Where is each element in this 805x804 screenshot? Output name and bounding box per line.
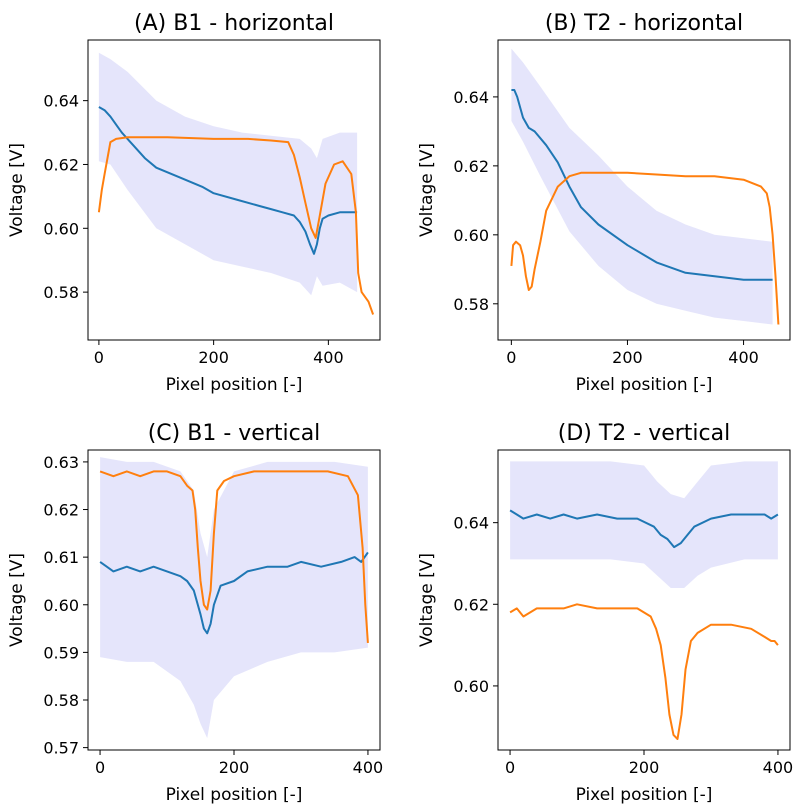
series-line-D-blue [509, 509, 779, 549]
y-axis-label-C: Voltage [V] [7, 553, 27, 647]
x-tick-label-C-0: 0 [95, 758, 105, 777]
x-axis-label-C: Pixel position [-] [166, 785, 303, 804]
x-tick-label-B-1: 200 [612, 348, 643, 367]
y-tick-label-A-2: 0.62 [43, 155, 79, 174]
x-tick-label-B-2: 400 [728, 348, 759, 367]
band-D [510, 461, 778, 588]
axes-frame-B [497, 39, 791, 341]
x-tick-label-D-2: 400 [763, 758, 794, 777]
y-tick-label-C-1: 0.58 [43, 691, 79, 710]
y-tick-label-C-5: 0.62 [43, 501, 79, 520]
y-axis-label-D: Voltage [V] [417, 553, 437, 647]
chart-B: 0 200 400 0.58 0.60 0.62 0.64 (B) T2 - horizont… [417, 11, 791, 395]
x-tick-label-A-2: 400 [313, 348, 344, 367]
chart-A: 0 200 400 0.58 0.60 0.62 0.64 (A) B1 - horizont… [7, 11, 381, 395]
series-line-C-orange [99, 470, 369, 643]
y-tick-label-C-0: 0.57 [43, 739, 79, 758]
chart-title-A: (A) B1 - horizontal [134, 11, 334, 36]
chart-D: 0 200 400 0.60 0.62 0.64 (D) T2 - vertical Pixe… [417, 421, 793, 804]
x-tick-label-D-1: 200 [629, 758, 660, 777]
y-tick-label-A-0: 0.58 [43, 283, 79, 302]
y-tick-label-D-2: 0.64 [453, 514, 489, 533]
x-tick-label-D-0: 0 [505, 758, 515, 777]
series-line-B-blue [511, 89, 773, 281]
y-tick-label-A-3: 0.64 [43, 92, 79, 111]
y-tick-label-B-3: 0.64 [453, 88, 489, 107]
y-tick-label-C-4: 0.61 [43, 548, 79, 567]
chart-title-C: (C) B1 - vertical [148, 421, 321, 446]
x-axis-label-B: Pixel position [-] [576, 375, 713, 395]
y-tick-label-B-2: 0.62 [453, 157, 489, 176]
y-tick-label-D-1: 0.62 [453, 595, 489, 614]
y-tick-label-C-2: 0.59 [43, 643, 79, 662]
x-tick-label-A-1: 200 [198, 348, 229, 367]
y-tick-label-A-1: 0.60 [43, 219, 79, 238]
x-tick-label-C-1: 200 [219, 758, 250, 777]
series-line-D-orange [509, 603, 779, 740]
series-line-A-blue [98, 106, 358, 255]
y-tick-label-C-3: 0.60 [43, 596, 79, 615]
band-B [511, 48, 773, 325]
x-axis-label-A: Pixel position [-] [166, 375, 303, 395]
x-axis-label-D: Pixel position [-] [576, 785, 713, 804]
y-tick-label-D-0: 0.60 [453, 677, 489, 696]
y-axis-label-A: Voltage [V] [7, 143, 27, 237]
series-line-A-orange [97, 136, 375, 315]
chart-title-B: (B) T2 - horizontal [545, 11, 743, 36]
series-line-C-blue [99, 551, 369, 635]
y-tick-label-C-6: 0.63 [43, 453, 79, 472]
y-axis-label-B: Voltage [V] [417, 143, 437, 237]
chart-title-D: (D) T2 - vertical [558, 421, 731, 446]
chart-C: 0 200 400 0.57 0.58 0.59 0.60 0.61 0.62 0.63 (C) B… [7, 421, 383, 804]
x-tick-label-A-0: 0 [94, 348, 104, 367]
y-tick-label-B-0: 0.58 [453, 295, 489, 314]
axes-frame-A [87, 39, 381, 341]
band-C [100, 457, 368, 739]
band-A [98, 52, 358, 296]
x-tick-label-C-2: 400 [353, 758, 384, 777]
x-tick-label-B-0: 0 [506, 348, 516, 367]
y-tick-label-B-1: 0.60 [453, 226, 489, 245]
series-line-B-orange [510, 171, 780, 325]
